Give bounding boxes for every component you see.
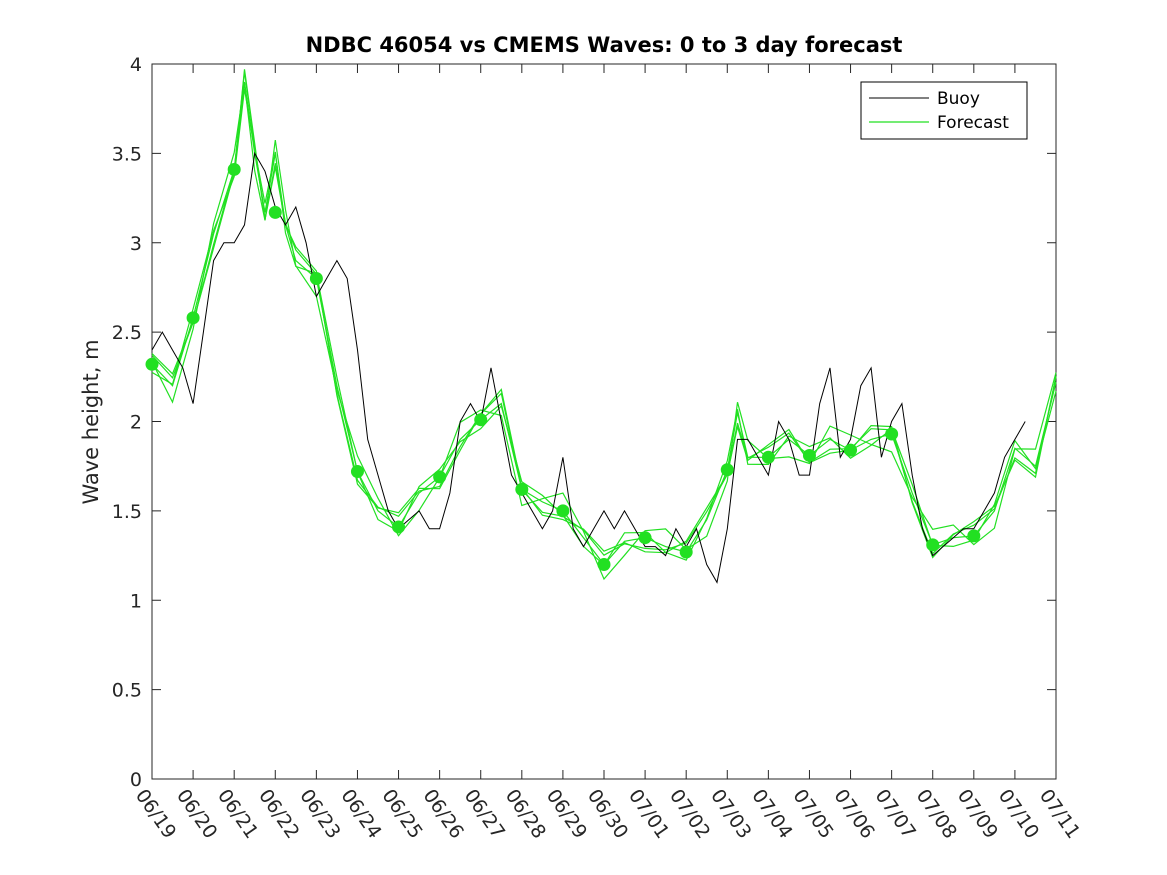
forecast-start-marker — [350, 465, 364, 479]
forecast-start-marker — [145, 357, 159, 371]
forecast-line — [151, 83, 1057, 581]
legend: Buoy Forecast — [860, 81, 1028, 140]
legend-buoy-label: Buoy — [937, 89, 980, 109]
forecast-start-marker — [597, 558, 611, 571]
forecast-line — [151, 69, 1057, 559]
y-tick-label: 2.5 — [112, 322, 142, 344]
forecast-start-marker — [761, 450, 775, 464]
legend-forecast-label: Forecast — [937, 113, 1009, 133]
y-tick-label: 0 — [130, 769, 142, 791]
y-tick-label: 3 — [130, 233, 142, 255]
forecast-start-marker — [802, 448, 816, 462]
forecast-start-marker — [392, 520, 406, 534]
forecast-start-marker — [227, 162, 241, 176]
forecast-start-marker — [556, 504, 570, 518]
forecast-start-marker — [268, 205, 282, 219]
forecast-start-marker — [885, 427, 899, 441]
forecast-start-marker — [515, 482, 529, 496]
buoy-line — [151, 151, 1026, 584]
y-tick-label: 2 — [130, 412, 142, 434]
y-tick-label: 1.5 — [112, 501, 142, 523]
forecast-start-marker — [638, 531, 652, 545]
chart-title: NDBC 46054 vs CMEMS Waves: 0 to 3 day fo… — [306, 33, 903, 57]
forecast-start-marker — [474, 413, 488, 427]
y-tick-label: 1 — [130, 590, 142, 612]
forecast-start-marker — [186, 311, 200, 325]
forecast-start-marker — [720, 463, 734, 477]
forecast-start-marker — [433, 470, 447, 484]
legend-box — [860, 81, 1028, 140]
y-tick-label: 0.5 — [112, 680, 142, 702]
forecast-start-marker — [844, 443, 858, 457]
y-tick-label: 3.5 — [112, 143, 142, 165]
forecast-start-marker — [926, 538, 940, 552]
forecast-start-marker — [967, 529, 981, 543]
y-axis-label: Wave height, m — [79, 339, 103, 504]
forecast-start-marker — [679, 545, 693, 559]
forecast-start-marker — [309, 272, 323, 285]
y-tick-label: 4 — [130, 54, 142, 76]
